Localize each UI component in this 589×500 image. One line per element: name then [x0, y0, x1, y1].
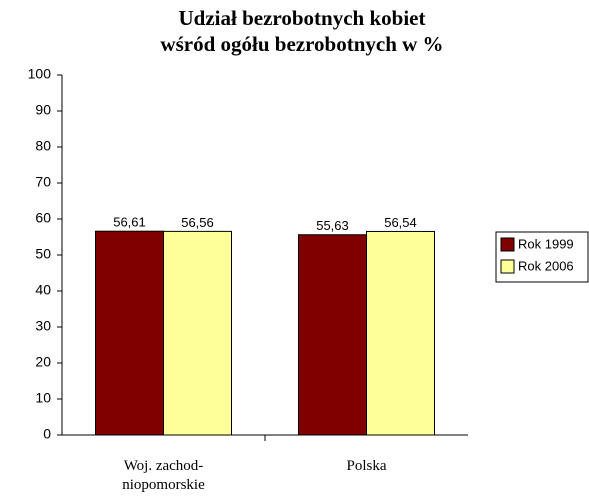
y-tick-label: 30: [35, 318, 51, 334]
bar: [95, 230, 164, 436]
bar: [163, 230, 232, 436]
bar: [298, 234, 367, 436]
y-tick-label: 40: [35, 282, 51, 298]
y-tick-label: 50: [35, 246, 51, 262]
chart-title: wśród ogółu bezrobotnych w %: [160, 32, 443, 56]
value-label: 56,61: [113, 215, 146, 230]
x-tick-label: Polska: [346, 458, 386, 474]
value-label: 55,63: [316, 218, 349, 233]
y-tick-label: 10: [35, 390, 51, 406]
y-tick-label: 90: [35, 102, 51, 118]
value-label: 56,56: [181, 215, 214, 230]
y-tick-label: 80: [35, 138, 51, 154]
y-tick-label: 60: [35, 210, 51, 226]
legend-box: [495, 231, 589, 283]
y-tick-label: 20: [35, 354, 51, 370]
value-label: 56,54: [384, 215, 417, 230]
legend-label: Rok 2006: [518, 258, 574, 273]
bar: [366, 230, 435, 436]
y-tick-label: 100: [28, 66, 52, 82]
chart-title: Udział bezrobotnych kobiet: [179, 6, 426, 30]
y-tick-label: 70: [35, 174, 51, 190]
legend-swatch: [500, 259, 515, 274]
legend-label: Rok 1999: [518, 236, 574, 251]
legend-swatch: [500, 237, 515, 252]
x-tick-label: Woj. zachod-niopomorskie: [122, 458, 205, 493]
y-tick-label: 0: [43, 426, 51, 442]
